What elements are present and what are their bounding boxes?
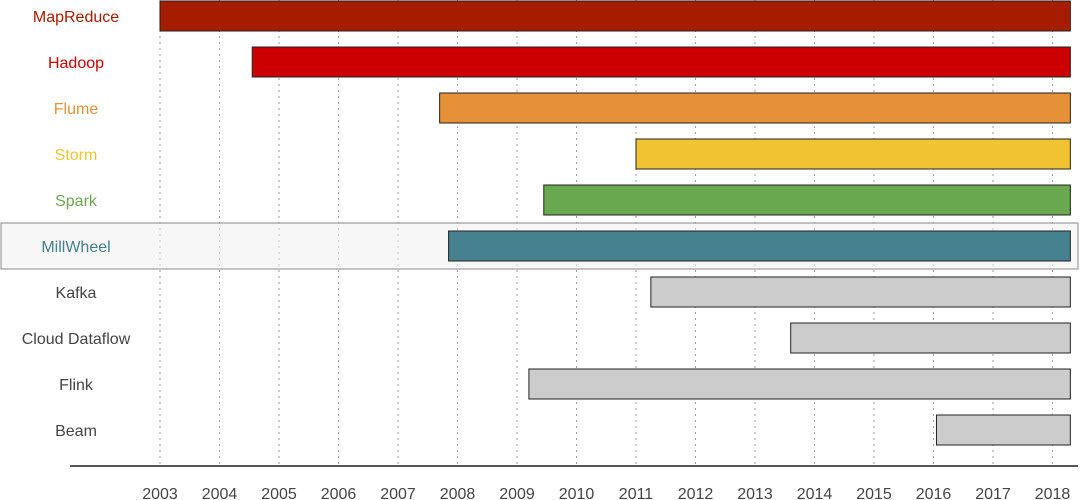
x-tick-label-2011: 2011 <box>619 486 654 500</box>
x-tick-label-2007: 2007 <box>380 486 416 500</box>
category-label-hadoop: Hadoop <box>48 55 104 72</box>
bar-kafka <box>650 276 1071 308</box>
x-tick-label-2005: 2005 <box>261 486 297 500</box>
axis-layer: 2003 2004 2005 2006 2007 2008 2009 2010 2011 2012… <box>70 465 1078 500</box>
bar-hadoop <box>251 46 1071 78</box>
bar-flink <box>528 368 1071 400</box>
x-tick-label-2012: 2012 <box>678 486 714 500</box>
x-tick-label-2016: 2016 <box>916 486 952 500</box>
x-tick-label-2018: 2018 <box>1035 486 1071 500</box>
x-tick-label-2015: 2015 <box>856 486 892 500</box>
x-tick-label-2009: 2009 <box>499 486 535 500</box>
category-label-beam: Beam <box>55 423 97 440</box>
category-label-storm: Storm <box>55 147 98 164</box>
bar-storm <box>635 138 1071 170</box>
category-label-cloud-dataflow: Cloud Dataflow <box>22 331 131 348</box>
category-label-flink: Flink <box>59 377 94 394</box>
x-tick-label-2004: 2004 <box>202 486 238 500</box>
x-tick-label-2008: 2008 <box>440 486 476 500</box>
x-tick-label-2003: 2003 <box>142 486 178 500</box>
bar-flume <box>439 92 1071 124</box>
category-label-kafka: Kafka <box>56 285 97 302</box>
bar-spark <box>543 184 1071 216</box>
x-tick-label-2013: 2013 <box>737 486 773 500</box>
bar-layer <box>159 0 1071 446</box>
label-layer: MapReduce Hadoop Flume Storm Spark MillWheel K… <box>22 9 131 440</box>
bar-cloud-dataflow <box>790 322 1071 354</box>
x-tick-label-2010: 2010 <box>559 486 595 500</box>
category-label-mapreduce: MapReduce <box>33 9 119 26</box>
bar-mapreduce <box>159 0 1071 32</box>
bar-millwheel <box>448 230 1071 262</box>
category-label-flume: Flume <box>54 101 99 118</box>
x-tick-label-2014: 2014 <box>797 486 833 500</box>
category-label-spark: Spark <box>55 193 98 210</box>
x-tick-label-2006: 2006 <box>321 486 357 500</box>
x-tick-label-2017: 2017 <box>975 486 1011 500</box>
category-label-millwheel: MillWheel <box>41 239 110 256</box>
bar-beam <box>935 414 1071 446</box>
